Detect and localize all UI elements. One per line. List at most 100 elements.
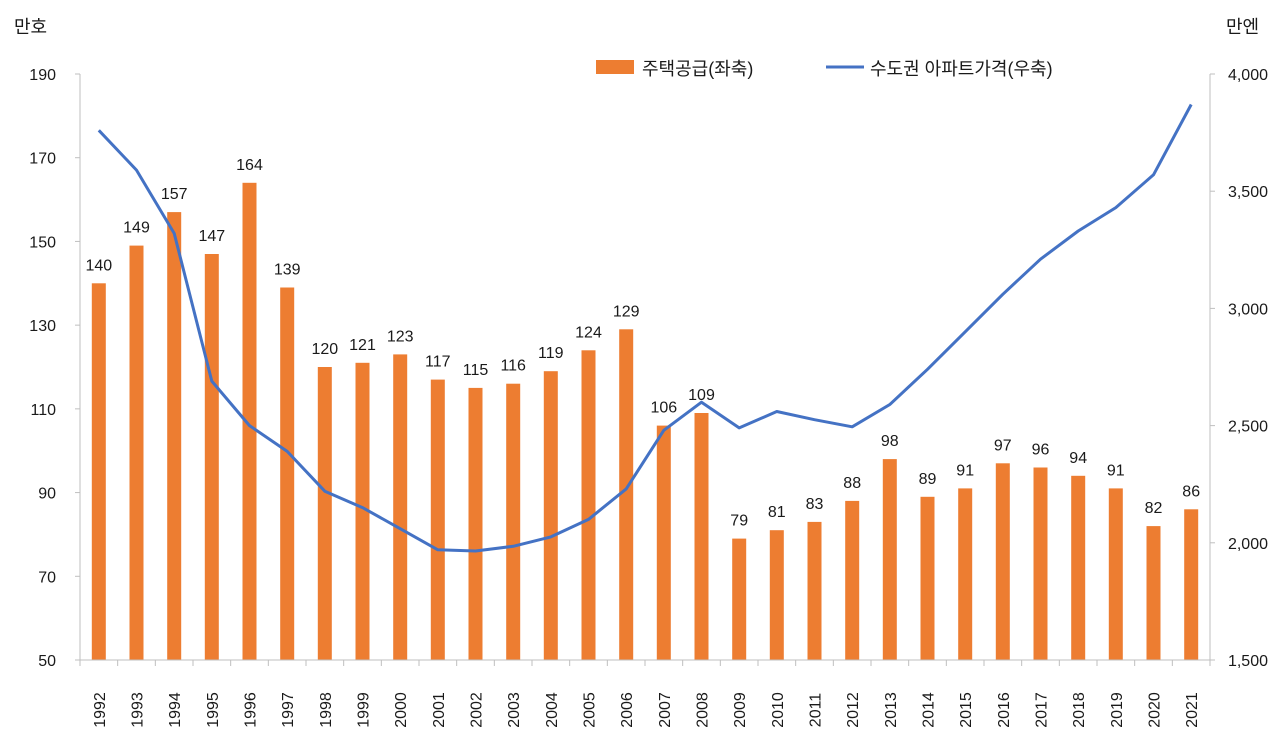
- left-tick-label-90: 90: [38, 486, 56, 503]
- bars-layer: [91, 182, 1199, 661]
- bar-2001: [430, 379, 445, 660]
- x-tick-label-2004: 2004: [544, 692, 561, 728]
- x-tick-label-2011: 2011: [808, 693, 825, 728]
- bar-2004: [543, 371, 558, 660]
- bar-value-label-2011: 83: [806, 496, 824, 513]
- bar-2018: [1071, 475, 1086, 660]
- bar-value-label-1999: 121: [349, 337, 376, 354]
- x-tick-label-2005: 2005: [582, 692, 599, 728]
- right-tick-label-2,500: 2,500: [1228, 419, 1268, 436]
- legend: 주택공급(좌축) 수도권 아파트가격(우축): [596, 59, 1053, 79]
- bar-value-label-2007: 106: [650, 400, 677, 417]
- left-tick-label-50: 50: [38, 653, 56, 670]
- labels-layer: 140 149 157 147 164 139 120 121 123 117 115 116 119 1…: [29, 67, 1268, 728]
- bar-value-label-2004: 119: [538, 345, 564, 362]
- bar-value-label-2015: 91: [956, 462, 974, 479]
- left-tick-label-190: 190: [29, 67, 56, 84]
- bar-2000: [393, 354, 408, 660]
- right-tick-label-3,000: 3,000: [1228, 301, 1268, 318]
- bar-value-label-2003: 116: [500, 358, 526, 375]
- bar-value-label-1994: 157: [161, 186, 188, 203]
- x-tick-label-1995: 1995: [205, 692, 222, 728]
- x-tick-label-2006: 2006: [619, 692, 636, 728]
- x-tick-label-2015: 2015: [958, 692, 975, 728]
- x-tick-label-2001: 2001: [431, 692, 448, 728]
- right-tick-label-3,500: 3,500: [1228, 184, 1268, 201]
- bar-value-label-2018: 94: [1069, 450, 1087, 467]
- bar-2002: [468, 387, 483, 660]
- bar-2011: [807, 521, 822, 660]
- bar-2003: [506, 383, 521, 660]
- bar-1999: [355, 362, 370, 660]
- bar-value-label-2001: 117: [425, 354, 451, 371]
- x-tick-label-2012: 2012: [845, 692, 862, 728]
- x-tick-label-2016: 2016: [996, 692, 1013, 728]
- bar-2016: [995, 463, 1010, 660]
- x-tick-label-2008: 2008: [695, 692, 712, 728]
- x-tick-label-2000: 2000: [393, 692, 410, 728]
- bar-2008: [694, 413, 709, 660]
- legend-label-apartment-price: 수도권 아파트가격(우축): [870, 59, 1053, 79]
- x-tick-label-2010: 2010: [770, 692, 787, 728]
- bar-1993: [129, 245, 144, 660]
- left-axis-unit-label: 만호: [14, 17, 47, 37]
- x-tick-label-1997: 1997: [280, 692, 297, 728]
- x-tick-label-2009: 2009: [732, 692, 749, 728]
- bar-value-label-1996: 164: [236, 157, 263, 174]
- bar-value-label-1995: 147: [198, 228, 225, 245]
- bar-value-label-2005: 124: [575, 324, 602, 341]
- bar-2013: [882, 459, 897, 660]
- x-tick-label-2007: 2007: [657, 692, 674, 728]
- bar-1996: [242, 182, 257, 661]
- x-tick-label-2003: 2003: [506, 692, 523, 728]
- bar-value-label-2021: 86: [1182, 483, 1200, 500]
- bar-2021: [1184, 509, 1199, 660]
- bar-value-label-2020: 82: [1145, 500, 1163, 517]
- bar-2010: [769, 530, 784, 660]
- bar-2015: [958, 488, 973, 660]
- bar-value-label-2012: 88: [843, 475, 861, 492]
- x-tick-label-2002: 2002: [469, 692, 486, 728]
- bar-value-label-2017: 96: [1032, 442, 1050, 459]
- bar-2020: [1146, 526, 1161, 660]
- x-tick-label-1994: 1994: [167, 692, 184, 728]
- x-tick-label-2013: 2013: [883, 692, 900, 728]
- bar-2009: [732, 538, 747, 660]
- bar-2017: [1033, 467, 1048, 660]
- bar-value-label-2006: 129: [613, 303, 640, 320]
- bar-value-label-2013: 98: [881, 433, 899, 450]
- bar-2007: [656, 425, 671, 660]
- bar-value-label-1992: 140: [85, 257, 112, 274]
- x-tick-label-2017: 2017: [1034, 692, 1051, 728]
- left-tick-label-110: 110: [30, 402, 56, 419]
- bar-1998: [317, 367, 332, 660]
- bar-value-label-2002: 115: [463, 362, 489, 379]
- bar-2014: [920, 496, 935, 660]
- right-tick-label-1,500: 1,500: [1228, 653, 1268, 670]
- left-tick-label-150: 150: [29, 234, 56, 251]
- bar-value-label-2000: 123: [387, 328, 414, 345]
- bar-1997: [280, 287, 295, 660]
- bar-1994: [167, 212, 182, 660]
- line-layer: [97, 103, 1193, 553]
- x-tick-label-1999: 1999: [356, 692, 373, 728]
- legend-label-housing-supply: 주택공급(좌축): [642, 59, 753, 79]
- x-tick-label-2019: 2019: [1109, 692, 1126, 728]
- x-tick-label-2020: 2020: [1147, 692, 1164, 728]
- bar-value-label-2019: 91: [1107, 462, 1125, 479]
- bar-value-label-2009: 79: [730, 513, 748, 530]
- right-tick-label-2,000: 2,000: [1228, 536, 1268, 553]
- bar-value-label-2014: 89: [919, 471, 937, 488]
- left-tick-label-70: 70: [38, 569, 56, 586]
- bar-1995: [204, 254, 219, 660]
- right-axis-unit-label: 만엔: [1226, 17, 1259, 37]
- x-tick-label-1996: 1996: [243, 692, 260, 728]
- axes-layer: [75, 73, 1215, 666]
- bar-value-label-1993: 149: [123, 220, 150, 237]
- bar-2005: [581, 350, 596, 660]
- apartment-price-line: [97, 103, 1193, 553]
- bar-2012: [845, 500, 860, 660]
- left-tick-label-130: 130: [29, 318, 56, 335]
- bar-value-label-2008: 109: [688, 387, 715, 404]
- bar-value-label-1998: 120: [311, 341, 338, 358]
